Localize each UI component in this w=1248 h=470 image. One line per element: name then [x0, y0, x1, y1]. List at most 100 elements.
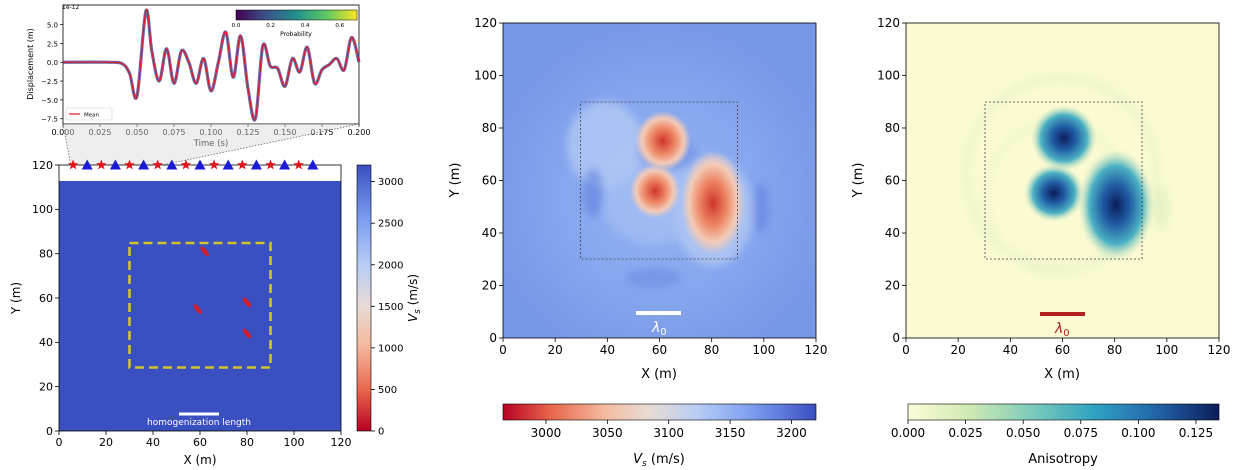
homogenization-length-bar [179, 413, 219, 416]
anisotropy-panel: λ0 0 20 40 60 80 100 120 020406080100120 X (m)… [851, 16, 1230, 467]
inset-offset-text: 1e-12 [62, 4, 79, 11]
anisotropy-colorbar [908, 404, 1219, 420]
true-model-colorbar [357, 165, 371, 431]
y-tick-label: 40 [885, 226, 900, 240]
legend-mean-label: Mean [84, 113, 99, 119]
y-tick-label: 100 [474, 69, 497, 83]
y-tick-label: 80 [482, 121, 497, 135]
anisotropy-y-label: Y (m) [851, 163, 866, 199]
y-tick-label: 100 [877, 69, 900, 83]
y-tick-label: 0 [46, 425, 53, 438]
y-tick-label: 0.0 [47, 59, 58, 67]
x-tick-label: 100 [284, 436, 305, 449]
inset-legend: Mean [66, 108, 112, 120]
colorbar-tick-label: 3000 [378, 177, 403, 188]
x-tick-label: 60 [652, 343, 667, 357]
colorbar-tick-label: 3200 [776, 426, 807, 440]
effective-vs-lambda-bar [636, 311, 681, 315]
colorbar-tick-label: 0.000 [891, 426, 925, 440]
y-tick-label: 60 [39, 292, 53, 305]
y-tick-label: −7.5 [41, 116, 58, 124]
x-tick-label: 0.200 [348, 128, 371, 137]
inset-y-label: Displacement (m) [26, 28, 35, 100]
y-tick-label: 120 [474, 16, 497, 30]
x-tick-label: 80 [1107, 343, 1122, 357]
y-tick-label: 20 [39, 381, 53, 394]
colorbar-tick-label: 0.6 [335, 23, 344, 29]
x-tick-label: 80 [704, 343, 719, 357]
x-tick-label: 20 [548, 343, 563, 357]
x-tick-label: 120 [331, 436, 352, 449]
y-tick-label: −2.5 [41, 78, 58, 86]
colorbar-tick-label: 3050 [592, 426, 623, 440]
y-tick-label: 2.5 [47, 40, 58, 48]
probability-colorbar-label: Probability [280, 31, 312, 38]
anisotropy-x-label: X (m) [1044, 367, 1080, 382]
anisotropy-x-ticks: 0 20 40 60 80 100 120 [902, 338, 1230, 357]
x-tick-label: 40 [600, 343, 615, 357]
x-tick-label: 40 [1003, 343, 1018, 357]
colorbar-tick-label: 500 [378, 385, 397, 396]
colorbar-tick-label: 0.4 [301, 23, 310, 29]
inset-y-ticks: −7.5 −5.0 −2.5 0.0 2.5 5.0 [41, 22, 63, 124]
true-model-colorbar-label: Vs (m/s) [406, 274, 423, 322]
y-tick-label: 60 [482, 174, 497, 188]
colorbar-tick-label: 0 [378, 427, 384, 438]
receiver-triangle [195, 160, 206, 170]
receiver-triangle [307, 160, 318, 170]
x-tick-label: 120 [805, 343, 828, 357]
y-tick-label: 40 [39, 336, 53, 349]
x-tick-label: 60 [193, 436, 207, 449]
effective-vs-colorbar [503, 404, 816, 420]
anisotropy-colorbar-label: Anisotropy [1028, 452, 1098, 467]
colorbar-tick-label: 0.050 [1006, 426, 1040, 440]
colorbar-tick-label: 0.075 [1064, 426, 1098, 440]
y-tick-label: 20 [482, 279, 497, 293]
true-model-colorbar-ticks: 0 500 1000 1500 2000 2500 3000 [371, 177, 403, 437]
colorbar-tick-label: 0.100 [1121, 426, 1155, 440]
x-tick-label: 20 [99, 436, 113, 449]
x-tick-label: 100 [1155, 343, 1178, 357]
true-model-panel: homogenization length 0 20 40 60 80 100 120 0 2… [9, 159, 423, 467]
receiver-triangle [251, 160, 262, 170]
y-tick-label: 0 [489, 331, 497, 345]
anisotropy-y-ticks: 0 20 40 60 80 100 120 [877, 16, 906, 345]
x-tick-label: 0 [499, 343, 507, 357]
x-tick-label: 100 [752, 343, 775, 357]
true-model-image [59, 181, 341, 431]
y-tick-label: 20 [885, 279, 900, 293]
y-tick-label: 80 [885, 121, 900, 135]
x-tick-label: 0 [902, 343, 910, 357]
homogenization-length-label: homogenization length [147, 418, 251, 428]
colorbar-tick-label: 2500 [378, 219, 403, 230]
inset-axes-frame [63, 5, 359, 124]
x-tick-label: 80 [240, 436, 254, 449]
y-tick-label: −5.0 [41, 97, 58, 105]
anisotropy-colorbar-ticks: 0.000 0.025 0.050 0.075 0.100 0.125 [891, 420, 1213, 440]
effective-vs-panel: λ0 0 20 40 60 80 100 120 020406080100120 X (m)… [448, 16, 827, 469]
colorbar-tick-label: 1000 [378, 343, 403, 354]
colorbar-tick-label: 0.2 [266, 23, 275, 29]
y-tick-label: 60 [885, 174, 900, 188]
true-model-x-ticks: 0 20 40 60 80 100 120 [56, 431, 352, 449]
colorbar-tick-label: 3000 [531, 426, 562, 440]
true-model-y-label: Y (m) [9, 282, 23, 315]
effective-vs-image [503, 23, 816, 338]
effective-vs-colorbar-label: Vs (m/s) [633, 452, 685, 469]
x-tick-label: 0 [56, 436, 63, 449]
anisotropy-image [906, 23, 1219, 338]
x-tick-label: 60 [1055, 343, 1070, 357]
y-tick-label: 120 [32, 159, 53, 172]
y-tick-label: 5.0 [47, 22, 58, 30]
colorbar-tick-label: 3100 [653, 426, 684, 440]
receiver-triangle [223, 160, 234, 170]
effective-vs-y-ticks: 0 20 40 60 80 100 120 [474, 16, 503, 345]
colorbar-tick-label: 1500 [378, 302, 403, 313]
inset-trace-panel: 0.000 0.025 0.050 0.075 0.100 0.125 0.150 0.175… [26, 4, 370, 177]
effective-vs-x-label: X (m) [641, 367, 677, 382]
x-tick-label: 40 [146, 436, 160, 449]
x-tick-label: 120 [1208, 343, 1231, 357]
y-tick-label: 40 [482, 226, 497, 240]
anisotropy-lambda-bar [1040, 312, 1085, 316]
